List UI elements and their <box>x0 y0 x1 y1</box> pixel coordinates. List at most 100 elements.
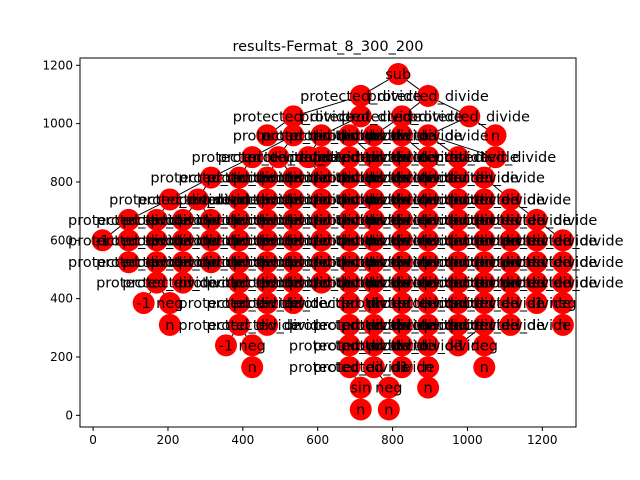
tree-node <box>417 166 440 189</box>
node-label: protected_divide <box>424 318 545 334</box>
tree-node <box>499 188 522 211</box>
x-tick-label: 400 <box>231 433 254 447</box>
node-label: protected_divide <box>233 171 354 187</box>
node-label: n <box>424 381 433 397</box>
tree-node <box>338 124 361 147</box>
node-label: protected_divide <box>424 213 545 229</box>
tree-node <box>499 292 522 315</box>
tree-node <box>473 166 496 189</box>
tree-node <box>228 229 251 252</box>
tree-node <box>228 208 251 231</box>
node-label: protected_divide <box>341 109 462 125</box>
node-label: protected_divide <box>397 192 518 208</box>
node-label: protected_divide <box>289 318 410 334</box>
node-label: protected_divide <box>341 128 462 144</box>
node-label: protected_divide <box>397 276 518 292</box>
tree-node <box>256 124 279 147</box>
x-tick-label: 0 <box>89 433 97 447</box>
node-label: protected_divide <box>313 338 434 354</box>
node-label: protected_divide <box>207 296 328 312</box>
tree-node <box>145 229 168 252</box>
node-label: n <box>384 402 393 418</box>
tree-node <box>171 208 194 231</box>
node-label: protected_divide <box>207 213 328 229</box>
tree-node <box>145 271 168 294</box>
tree-node <box>282 105 305 128</box>
tree-node <box>362 166 385 189</box>
tree-node <box>338 313 361 336</box>
node-label: -1 <box>219 338 233 354</box>
node-label: protected_divide <box>233 192 354 208</box>
node-label: protected_divide <box>68 233 189 249</box>
tree-node <box>390 146 413 169</box>
tree-node <box>349 105 372 128</box>
plot-frame <box>79 57 577 428</box>
tree-node <box>525 208 548 231</box>
tree-node <box>200 208 223 231</box>
tree-node <box>338 356 361 379</box>
tree-edge <box>293 95 361 117</box>
node-label: protected_divide <box>96 255 217 271</box>
node-label: -1 <box>136 296 150 312</box>
node-label: protected_divide <box>424 171 545 187</box>
node-label: protected_divide <box>289 360 410 376</box>
tree-node <box>473 188 496 211</box>
node-label: protected_divide <box>397 171 518 187</box>
node-label: protected_divide <box>289 171 410 187</box>
node-label: protected_divide <box>68 213 189 229</box>
tree-node <box>390 292 413 315</box>
node-label: protected_divide <box>150 213 271 229</box>
node-label: protected_divide <box>367 338 488 354</box>
tree-node <box>447 334 470 357</box>
node-label: neg <box>156 296 183 312</box>
node-label: n <box>356 402 365 418</box>
tree-node <box>256 251 279 274</box>
tree-node <box>417 334 440 357</box>
node-label: protected_divide <box>313 318 434 334</box>
node-label: protected_divide <box>450 192 571 208</box>
tree-node <box>447 292 470 315</box>
tree-node <box>338 292 361 315</box>
node-label: protected_divide <box>233 233 354 249</box>
tree-node <box>267 146 290 169</box>
node-label: protected_divide <box>233 213 354 229</box>
node-label: -1 <box>529 296 543 312</box>
node-label: protected_divide <box>289 296 410 312</box>
node-label: protected_divide <box>289 213 410 229</box>
node-label: protected_divide <box>150 255 271 271</box>
node-label: protected_divide <box>367 192 488 208</box>
tree-node <box>362 292 385 315</box>
node-label: protected_divide <box>233 255 354 271</box>
tree-node <box>377 376 400 399</box>
node-labels-layer: subprotected_divideprotected_divideprote… <box>68 67 624 418</box>
tree-node <box>417 229 440 252</box>
tree-node <box>362 124 385 147</box>
tree-node <box>171 229 194 252</box>
node-label: protected_divide <box>300 109 421 125</box>
tree-edge <box>427 134 496 158</box>
node-label: protected_divide <box>289 128 410 144</box>
tree-node <box>362 356 385 379</box>
node-label: protected_divide <box>341 171 462 187</box>
tree-node <box>186 188 209 211</box>
tree-node <box>338 208 361 231</box>
tree-node <box>417 188 440 211</box>
tree-node <box>310 251 333 274</box>
node-label: protected_divide <box>341 338 462 354</box>
node-label: protected_divide <box>289 255 410 271</box>
tree-node <box>447 146 470 169</box>
tree-node <box>387 63 410 86</box>
tree-node <box>484 146 507 169</box>
node-label: protected_divide <box>261 233 382 249</box>
y-tick-label: 0 <box>65 408 73 422</box>
node-label: n <box>263 128 272 144</box>
node-label: protected_divide <box>397 318 518 334</box>
tree-node <box>145 251 168 274</box>
tree-node <box>91 229 114 252</box>
node-label: protected_divide <box>367 150 488 166</box>
tree-node <box>417 356 440 379</box>
node-label: protected_divide <box>341 213 462 229</box>
tree-node <box>551 292 574 315</box>
tree-node <box>447 208 470 231</box>
